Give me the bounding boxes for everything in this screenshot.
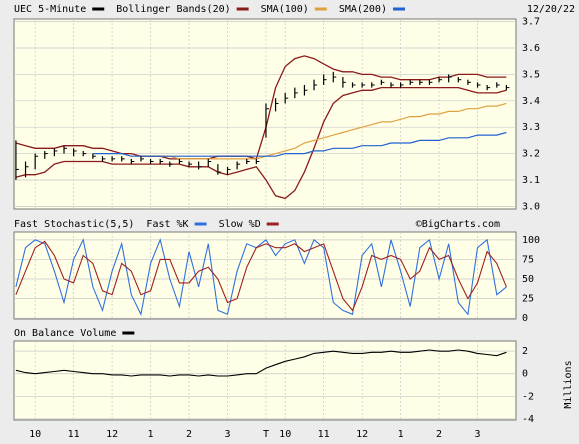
y-tick-label: 50 [522, 274, 534, 285]
legend-label: Slow %D [219, 219, 261, 230]
y-tick-label: 3.1 [522, 175, 540, 186]
x-tick-label: 1 [148, 429, 154, 440]
x-tick-label: 12 [356, 429, 368, 440]
y-tick-label: 75 [522, 254, 534, 265]
plot-area [13, 231, 517, 320]
y-tick-label: 25 [522, 294, 534, 305]
y-tick-label: 3.2 [522, 149, 540, 160]
y-tick-label: -4 [522, 414, 534, 425]
sma-line [92, 131, 507, 157]
band-upper [15, 55, 507, 160]
y-tick-label: 3.4 [522, 96, 540, 107]
series-line [15, 240, 507, 312]
legend-label: Fast %K [146, 219, 188, 230]
legend-label: SMA(200) [339, 4, 387, 15]
legend-label: SMA(100) [261, 4, 309, 15]
y-tick-label: 0 [522, 369, 528, 380]
y-tick-label: 3.7 [522, 17, 540, 28]
y-tick-label: 3.5 [522, 69, 540, 80]
band-lower [15, 86, 507, 200]
x-tick-label: 3 [224, 429, 230, 440]
series-line [15, 238, 507, 317]
series-line [15, 349, 507, 377]
x-tick-label: 10 [279, 429, 291, 440]
y-tick-label: 100 [522, 235, 540, 246]
date-label: 12/20/22 [527, 4, 575, 15]
x-tick-label: 3 [475, 429, 481, 440]
y-axis-label: Millions [563, 360, 574, 408]
x-tick-label: T [263, 429, 269, 440]
x-tick-label: 2 [436, 429, 442, 440]
annotation: ©BigCharts.com [416, 219, 500, 230]
x-tick-label: 1 [398, 429, 404, 440]
x-tick-label: 12 [106, 429, 118, 440]
y-tick-label: 3.3 [522, 122, 540, 133]
legend-label: UEC 5-Minute [14, 4, 86, 15]
x-tick-label: 11 [68, 429, 80, 440]
y-tick-label: 2 [522, 346, 528, 357]
legend-label: Bollinger Bands(20) [116, 4, 230, 15]
y-tick-label: 3.0 [522, 201, 540, 212]
y-tick-label: 0 [522, 313, 528, 324]
sma-line [160, 102, 507, 160]
y-tick-label: 3.6 [522, 43, 540, 54]
x-tick-label: 2 [186, 429, 192, 440]
plot-area [13, 340, 517, 421]
x-tick-label: 11 [318, 429, 330, 440]
x-tick-label: 10 [29, 429, 41, 440]
y-tick-label: -2 [522, 391, 534, 402]
legend-label: On Balance Volume [14, 328, 116, 339]
legend-label: Fast Stochastic(5,5) [14, 219, 134, 230]
